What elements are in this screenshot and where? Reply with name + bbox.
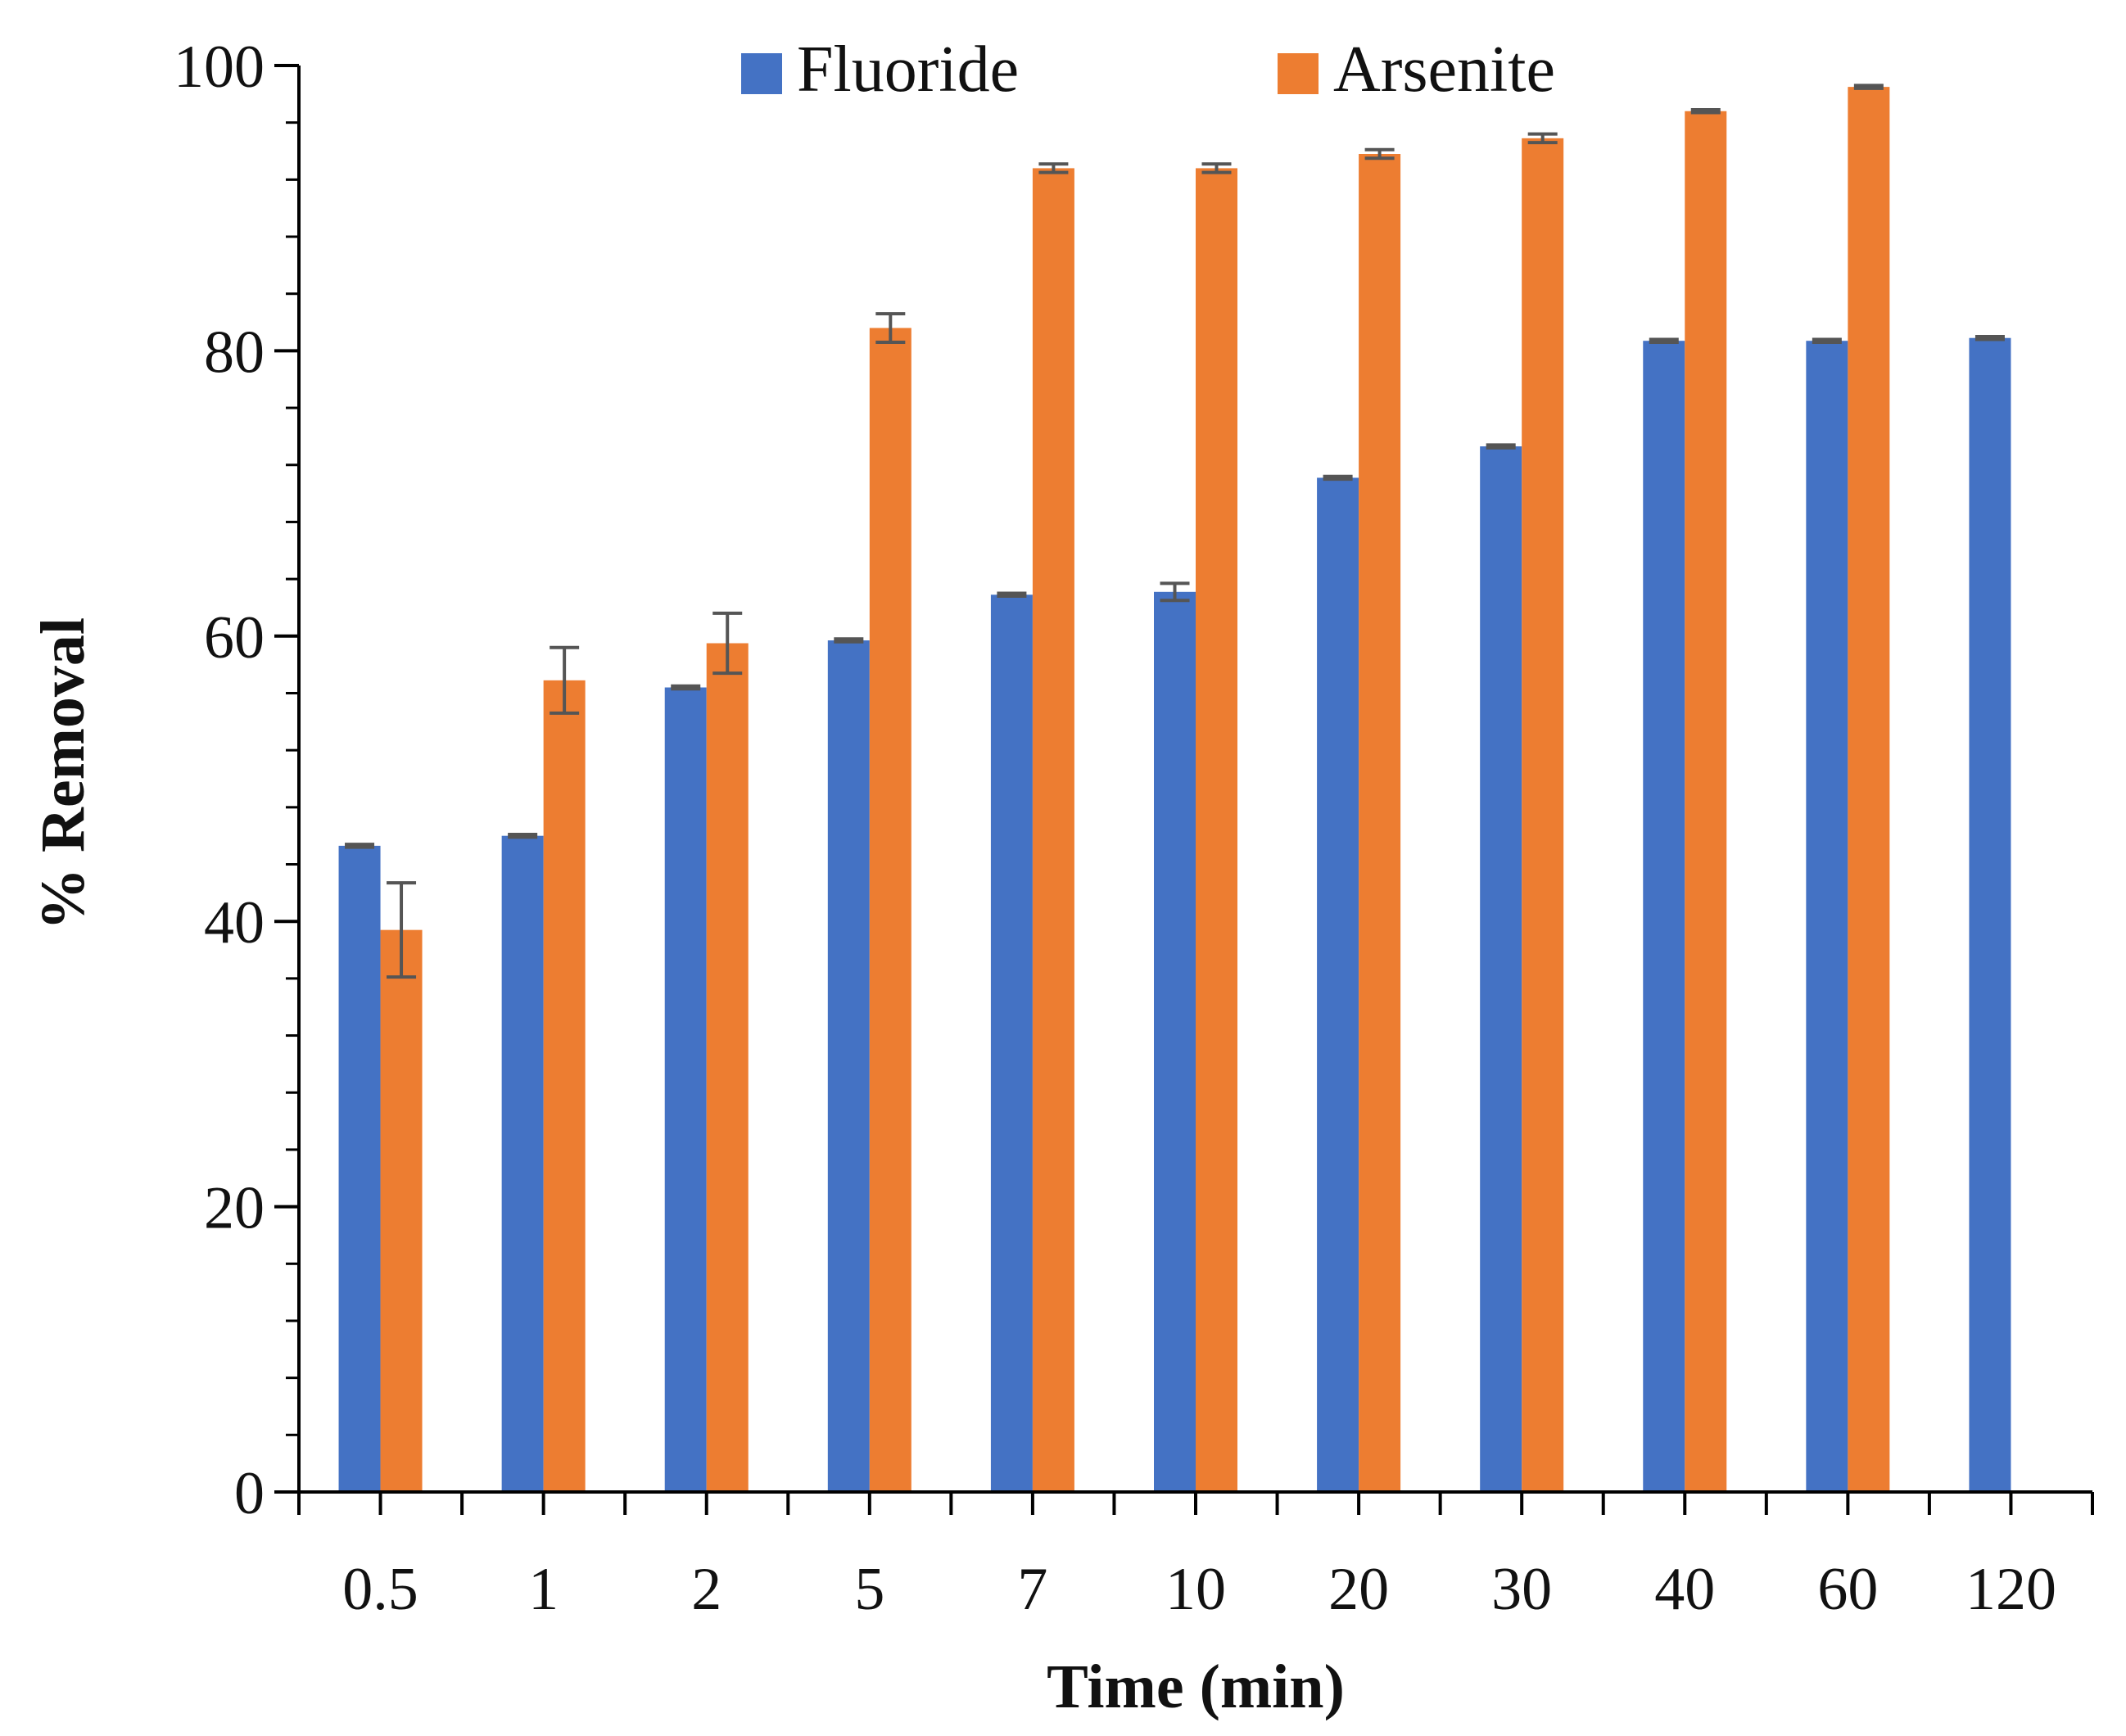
x-tick-label: 20 (1328, 1556, 1389, 1623)
y-tick-label: 40 (204, 889, 265, 956)
bar-fluoride-120 (1969, 337, 2011, 1493)
bar-arsenite-10 (1196, 168, 1237, 1493)
bar-arsenite-7 (1032, 168, 1074, 1493)
x-tick-label: 5 (854, 1556, 884, 1623)
legend-label-fluoride: Fluoride (797, 34, 1019, 106)
x-axis-title: Time (min) (1047, 1652, 1345, 1721)
y-tick-label: 60 (204, 604, 265, 671)
bar-fluoride-30 (1480, 446, 1522, 1492)
bar-arsenite-2 (706, 643, 749, 1492)
x-tick-label: 120 (1965, 1556, 2056, 1623)
bar-fluoride-0.5 (338, 845, 381, 1492)
y-axis-title: % Removal (29, 617, 97, 930)
bar-arsenite-30 (1522, 138, 1564, 1492)
bar-fluoride-10 (1154, 591, 1196, 1492)
bar-fluoride-1 (501, 835, 544, 1492)
x-tick-label: 10 (1165, 1556, 1226, 1623)
y-tick-label: 0 (234, 1460, 265, 1527)
x-tick-label: 30 (1491, 1556, 1552, 1623)
legend-swatch-fluoride (741, 53, 782, 94)
y-tick-label: 100 (174, 34, 265, 101)
y-tick-label: 80 (204, 319, 265, 386)
bars-layer (338, 87, 2011, 1493)
x-tick-label: 1 (528, 1556, 559, 1623)
legend: Fluoride Arsenite (741, 34, 1555, 106)
bar-fluoride-7 (990, 594, 1033, 1492)
bar-arsenite-60 (1848, 87, 1890, 1492)
bar-arsenite-20 (1359, 154, 1401, 1492)
bar-fluoride-5 (827, 640, 870, 1492)
bar-fluoride-20 (1317, 477, 1359, 1492)
x-tick-label: 0.5 (342, 1556, 418, 1623)
bar-arsenite-1 (543, 680, 586, 1492)
bar-fluoride-2 (664, 687, 707, 1492)
legend-label-arsenite: Arsenite (1333, 34, 1555, 106)
y-tick-label: 20 (204, 1175, 265, 1242)
bar-arsenite-0.5 (380, 929, 423, 1492)
bar-arsenite-5 (869, 328, 911, 1492)
error-bars-layer (345, 84, 2005, 979)
x-tick-label: 40 (1654, 1556, 1715, 1623)
bar-fluoride-60 (1806, 341, 1848, 1492)
ticks-layer: 0 20 40 60 80 100 0.5 1 2 5 7 10 20 30 40 60 120 (174, 34, 2094, 1623)
bar-arsenite-40 (1685, 111, 1727, 1492)
legend-swatch-arsenite (1278, 53, 1319, 94)
x-tick-label: 2 (691, 1556, 721, 1623)
x-tick-label: 7 (1017, 1556, 1047, 1623)
x-tick-label: 60 (1817, 1556, 1878, 1623)
bar-fluoride-40 (1643, 341, 1685, 1492)
